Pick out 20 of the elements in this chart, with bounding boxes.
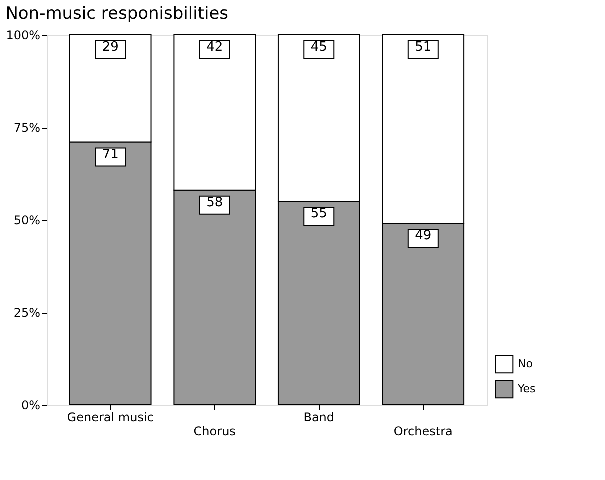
data-label: 42 xyxy=(206,40,224,55)
legend-label: Yes xyxy=(517,382,536,396)
x-tick-label: Orchestra xyxy=(394,424,453,438)
data-label: 71 xyxy=(102,147,119,162)
y-tick-label: 50% xyxy=(14,214,40,228)
data-label: 51 xyxy=(415,40,432,55)
data-label: 29 xyxy=(102,40,119,55)
data-label: 55 xyxy=(310,206,328,222)
x-tick-label: General music xyxy=(67,410,154,424)
x-tick-label: Chorus xyxy=(194,424,236,438)
y-tick-label: 0% xyxy=(21,398,40,412)
y-tick-label: 25% xyxy=(14,306,40,320)
legend-label: No xyxy=(518,358,534,370)
data-label: 49 xyxy=(415,228,432,244)
chart-title: Non-music responisbilities xyxy=(6,4,229,24)
data-label: 45 xyxy=(310,40,328,55)
data-label: 58 xyxy=(206,195,224,210)
y-tick-label: 100% xyxy=(6,28,40,42)
x-tick-label: Band xyxy=(304,410,335,424)
y-tick-label: 75% xyxy=(14,121,40,135)
